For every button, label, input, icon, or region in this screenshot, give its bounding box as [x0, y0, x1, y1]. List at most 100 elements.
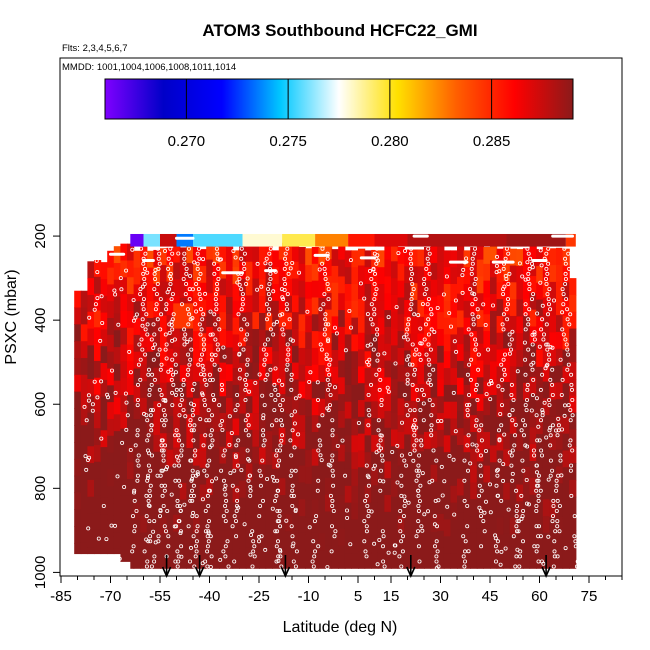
- sample-point: [263, 547, 268, 552]
- sample-point: [223, 519, 228, 524]
- curtain-cell: [285, 278, 293, 297]
- curtain-cell: [364, 435, 372, 453]
- sample-point: [534, 463, 539, 468]
- sample-point: [188, 337, 193, 342]
- sample-point: [402, 392, 407, 397]
- curtain-cell: [523, 281, 531, 300]
- curtain-cell: [450, 351, 458, 369]
- curtain-cell: [87, 429, 95, 447]
- sample-point: [507, 351, 512, 356]
- curtain-cell: [542, 465, 550, 484]
- curtain-cell: [160, 500, 168, 518]
- sample-point: [367, 413, 372, 418]
- curtain-cell: [100, 379, 108, 398]
- curtain-cell: [298, 532, 306, 551]
- sample-point: [213, 292, 218, 297]
- sample-point: [145, 332, 150, 337]
- curtain-cell: [212, 549, 220, 567]
- curtain-cell: [232, 536, 240, 554]
- curtain-cell: [470, 431, 478, 450]
- curtain-cell: [430, 414, 438, 432]
- curtain-cell: [140, 313, 148, 332]
- sample-point: [124, 427, 129, 432]
- curtain-cell: [450, 401, 458, 420]
- curtain-cell: [179, 247, 187, 265]
- sample-point: [372, 297, 377, 302]
- curtain-cell: [549, 298, 557, 317]
- sample-point: [131, 298, 136, 303]
- curtain-cell: [140, 347, 148, 365]
- sample-point: [284, 367, 289, 372]
- strip-segment: [242, 233, 283, 247]
- curtain-cell: [417, 367, 425, 385]
- sample-point: [399, 473, 404, 478]
- curtain-cell: [410, 283, 418, 301]
- sample-point: [427, 362, 432, 367]
- sample-point: [179, 392, 184, 397]
- sample-point: [195, 261, 200, 266]
- curtain-cell: [245, 446, 253, 465]
- sample-point: [227, 442, 232, 447]
- sample-point: [427, 397, 432, 402]
- curtain-cell: [226, 465, 234, 483]
- curtain-cell: [206, 293, 214, 311]
- sample-point: [563, 261, 568, 266]
- curtain-cell: [127, 394, 135, 413]
- sample-point: [145, 475, 150, 480]
- sample-point: [531, 360, 536, 365]
- curtain-cell: [556, 281, 564, 299]
- sample-point: [494, 254, 499, 259]
- sample-point: [212, 271, 217, 276]
- sample-point: [210, 332, 215, 337]
- sample-point: [98, 338, 103, 343]
- sample-point: [150, 408, 155, 413]
- curtain-cell: [338, 293, 346, 311]
- curtain-cell: [529, 376, 537, 395]
- curtain-cell: [443, 485, 451, 504]
- sample-point: [555, 433, 560, 438]
- sample-point: [366, 392, 371, 397]
- sample-point: [409, 276, 414, 281]
- sample-point: [408, 408, 413, 413]
- curtain-cell: [377, 250, 385, 268]
- sample-point: [524, 477, 529, 482]
- curtain-cell: [120, 260, 128, 278]
- curtain-cell: [212, 381, 220, 399]
- curtain-cell: [166, 348, 174, 367]
- sample-point: [132, 488, 137, 493]
- curtain-cell: [463, 502, 471, 521]
- sample-point: [322, 292, 327, 297]
- sample-point: [170, 390, 175, 395]
- sample-point: [262, 342, 267, 347]
- sample-point: [141, 411, 146, 416]
- curtain-cell: [536, 450, 544, 469]
- curtain-cell: [325, 393, 333, 412]
- curtain-cell: [153, 485, 161, 503]
- curtain-cell: [87, 513, 95, 531]
- curtain-cell: [100, 413, 108, 431]
- sample-point: [184, 281, 189, 286]
- curtain-cell: [278, 377, 286, 395]
- sample-point: [495, 473, 500, 478]
- sample-point: [376, 352, 381, 357]
- sample-point: [325, 256, 330, 261]
- curtain-cell: [556, 449, 564, 468]
- curtain-cell: [239, 413, 247, 431]
- sample-point: [425, 509, 430, 514]
- sample-point: [242, 266, 247, 271]
- curtain-cell: [259, 329, 267, 348]
- curtain-cell: [212, 280, 220, 298]
- curtain-cell: [285, 531, 293, 549]
- x-tick-label: -25: [248, 588, 270, 605]
- curtain-cell: [331, 350, 339, 368]
- sample-point: [144, 537, 149, 542]
- curtain-cell: [529, 393, 537, 412]
- curtain-cell: [74, 341, 82, 359]
- sample-point: [381, 479, 386, 484]
- sample-point: [170, 251, 175, 256]
- curtain-cell: [496, 517, 504, 536]
- sample-point: [563, 403, 568, 408]
- sample-point: [170, 292, 175, 297]
- sample-point: [152, 519, 157, 524]
- sample-point: [464, 256, 469, 261]
